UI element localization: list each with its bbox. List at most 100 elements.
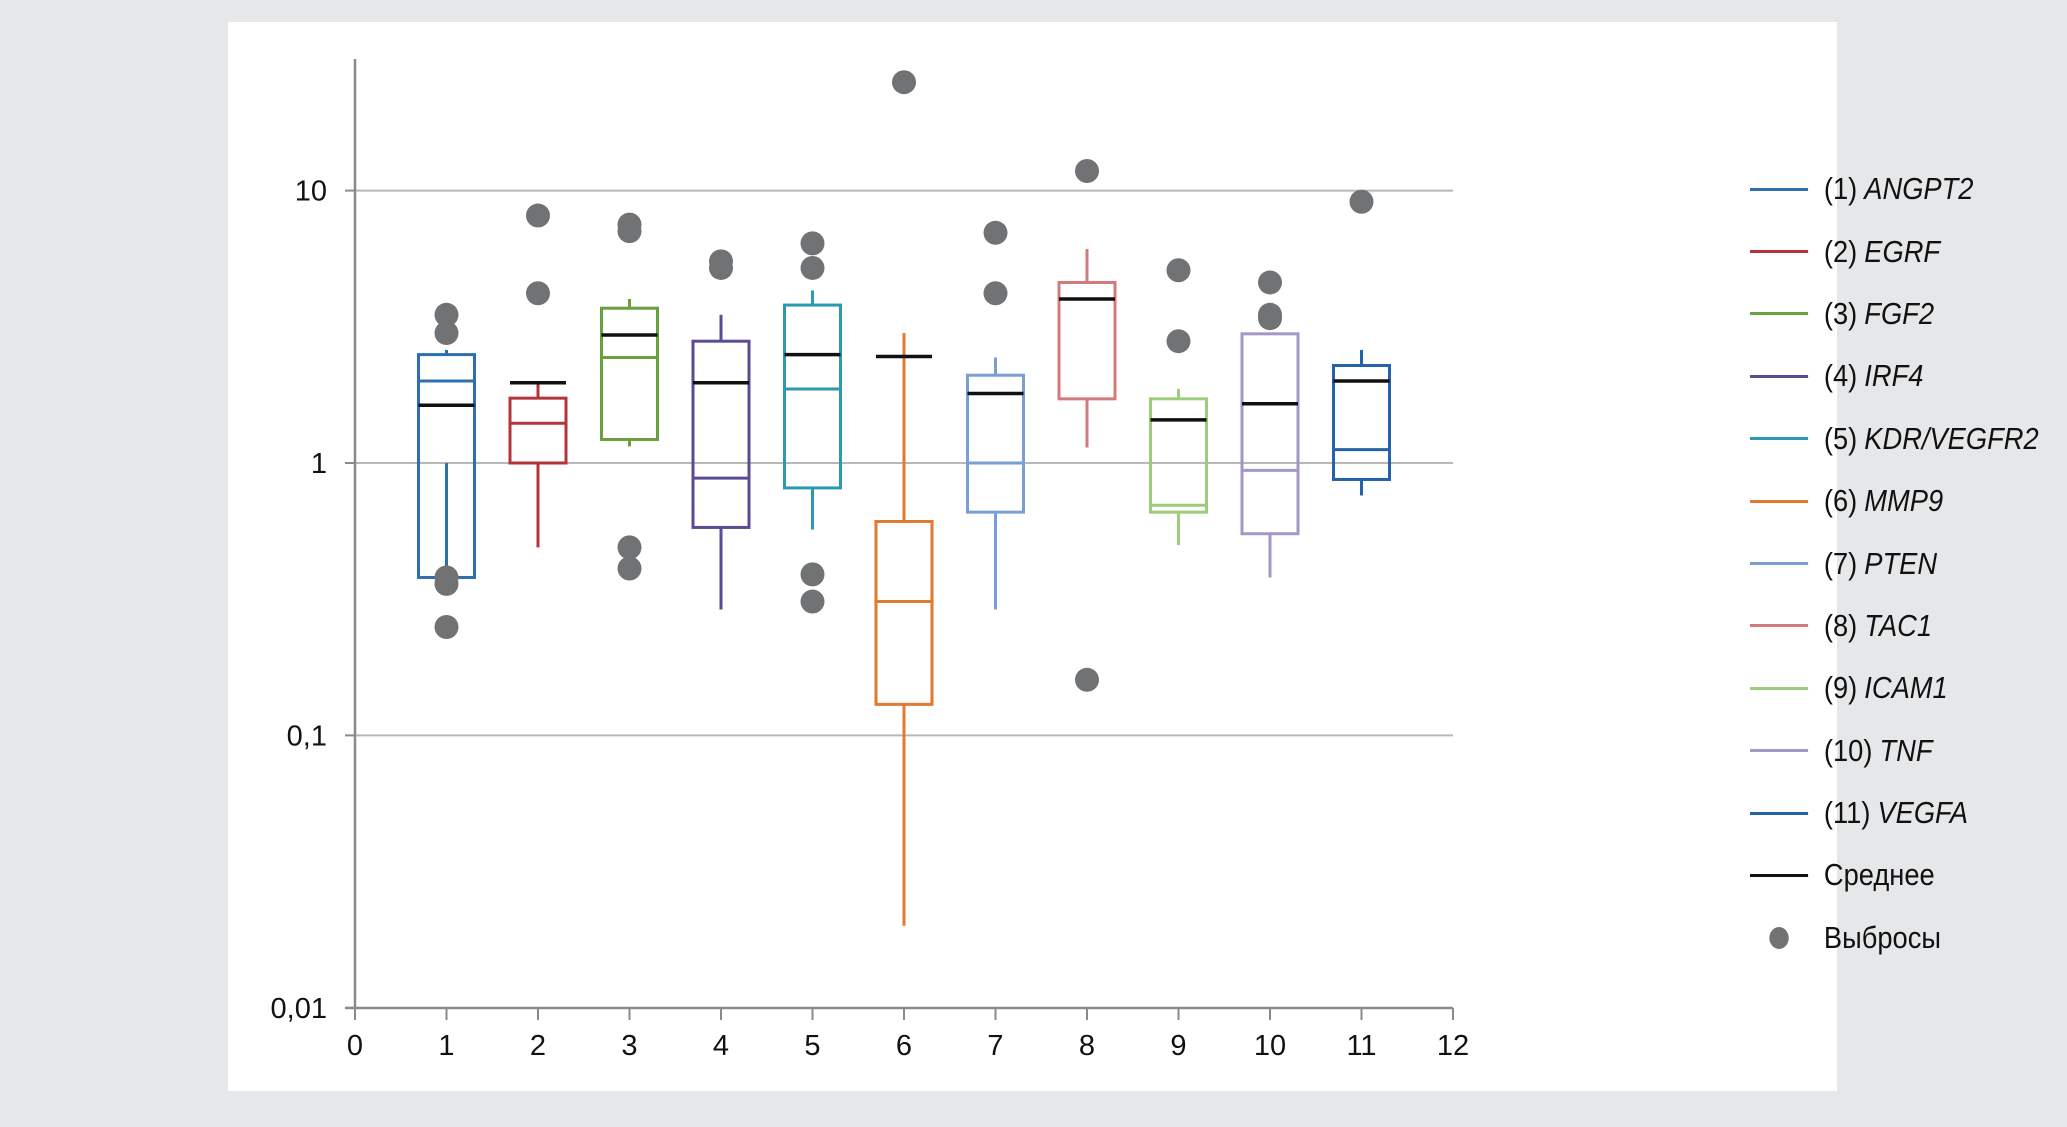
legend-swatch: [1750, 873, 1809, 877]
outlier-point: [1075, 159, 1099, 184]
legend-item: (10) TNF: [1750, 720, 2039, 782]
box-iqr: [1332, 363, 1391, 481]
legend-swatch: [1750, 562, 1809, 566]
x-tick-label: 9: [1170, 1030, 1186, 1062]
legend-item: (5) KDR/VEGFR2: [1750, 408, 2039, 470]
y-tick-label: 1: [311, 448, 327, 480]
outlier-point: [434, 321, 459, 346]
legend-label: IRF4: [1864, 358, 1924, 394]
outlier-point: [526, 281, 550, 306]
legend-swatch: [1750, 312, 1809, 316]
x-tick-label: 4: [713, 1030, 729, 1062]
legend-number: (11): [1823, 795, 1871, 831]
box-iqr: [874, 519, 934, 706]
outlier-point: [800, 231, 825, 256]
y-tick-label: 0,01: [271, 993, 327, 1025]
box-iqr: [508, 396, 568, 465]
legend-item: (1) ANGPT2: [1750, 158, 2039, 220]
legend-swatch: [1750, 374, 1809, 378]
legend-label: Выбросы: [1823, 919, 1941, 955]
legend-swatch: [1750, 499, 1809, 503]
x-tick-label: 5: [804, 1030, 820, 1062]
legend-label: EGRF: [1864, 233, 1941, 269]
legend-number: (7): [1823, 545, 1858, 581]
legend-number: (5): [1823, 420, 1858, 456]
outlier-point: [434, 571, 459, 596]
chart-legend: (1) ANGPT2 (2) EGRF (3) FGF2 (4) IRF4 (5) KDR/VEG…: [1750, 158, 2067, 969]
legend-number: (4): [1823, 358, 1858, 394]
legend-swatch: [1750, 749, 1809, 753]
box-iqr: [783, 303, 842, 490]
box-iqr: [1149, 397, 1208, 514]
box-iqr: [966, 373, 1025, 514]
chart-panel: 0,01 0,1 1 10 0 1 2 3 4 5 6 7 8 9 10 11 12 (1) ANGPT2 (2) E…: [228, 22, 2039, 1091]
legend-swatch: [1750, 811, 1809, 815]
outlier-point: [800, 589, 825, 614]
x-tick-label: 1: [438, 1030, 454, 1062]
outlier-point: [1075, 667, 1099, 692]
box-iqr: [691, 339, 751, 529]
legend-item: (3) FGF2: [1750, 283, 2039, 345]
legend-swatch: [1750, 686, 1809, 690]
x-tick-label: 8: [1079, 1030, 1095, 1062]
legend-swatch: [1750, 250, 1809, 254]
legend-number: (8): [1823, 607, 1858, 643]
legend-number: (6): [1823, 483, 1858, 519]
x-tick-label: 2: [530, 1030, 546, 1062]
x-tick-label: 0: [347, 1030, 363, 1062]
legend-label: TNF: [1879, 732, 1933, 768]
legend-label: ICAM1: [1864, 670, 1948, 706]
outlier-point: [1166, 258, 1191, 283]
y-tick-label: 0,1: [287, 720, 327, 752]
outlier-point: [617, 219, 642, 244]
outlier-point: [617, 535, 642, 560]
outlier-point: [983, 281, 1008, 306]
legend-number: (1): [1823, 171, 1858, 207]
legend-swatch: [1750, 624, 1809, 628]
x-tick-label: 7: [987, 1030, 1003, 1062]
legend-item: (8) TAC1: [1750, 595, 2039, 657]
box-iqr: [600, 306, 659, 441]
outlier-point: [434, 302, 459, 327]
legend-label: ANGPT2: [1864, 171, 1974, 207]
legend-number: (9): [1823, 670, 1858, 706]
legend-item: (9) ICAM1: [1750, 657, 2039, 719]
legend-label: Среднее: [1823, 857, 1935, 893]
outlier-point: [1349, 189, 1374, 214]
y-tick-label: 10: [295, 176, 327, 208]
legend-item: (7) PTEN: [1750, 532, 2039, 594]
outlier-point: [709, 255, 733, 280]
outlier-point: [1166, 329, 1191, 354]
x-tick-label: 11: [1346, 1030, 1376, 1062]
x-tick-label: 12: [1437, 1030, 1469, 1062]
legend-label: VEGFA: [1877, 795, 1968, 831]
outlier-point: [800, 255, 825, 280]
outlier-point: [892, 70, 916, 95]
legend-item: (6) MMP9: [1750, 470, 2039, 532]
outlier-point: [617, 556, 642, 581]
outlier-point: [800, 562, 825, 587]
outlier-point: [526, 203, 550, 228]
legend-item: (2) EGRF: [1750, 220, 2039, 282]
outlier-point: [1258, 306, 1282, 331]
legend-label: KDR/VEGFR2: [1864, 420, 2039, 456]
legend-item: (4) IRF4: [1750, 345, 2039, 407]
legend-swatch: [1750, 187, 1809, 191]
x-tick-label: 3: [621, 1030, 637, 1062]
legend-number: (2): [1823, 233, 1858, 269]
legend-item: Выбросы: [1750, 907, 2039, 969]
outlier-point: [434, 615, 459, 640]
box-iqr: [1240, 332, 1300, 536]
legend-number: (10): [1823, 732, 1873, 768]
legend-label: FGF2: [1864, 295, 1935, 331]
legend-swatch: [1750, 437, 1809, 441]
x-tick-label: 10: [1254, 1030, 1286, 1062]
outlier-point: [1258, 270, 1282, 295]
legend-label: MMP9: [1864, 483, 1944, 519]
legend-label: TAC1: [1864, 607, 1933, 643]
legend-item: (11) VEGFA: [1750, 782, 2039, 844]
x-tick-label: 6: [896, 1030, 912, 1062]
legend-item: Среднее: [1750, 844, 2039, 906]
outlier-point: [983, 220, 1008, 245]
